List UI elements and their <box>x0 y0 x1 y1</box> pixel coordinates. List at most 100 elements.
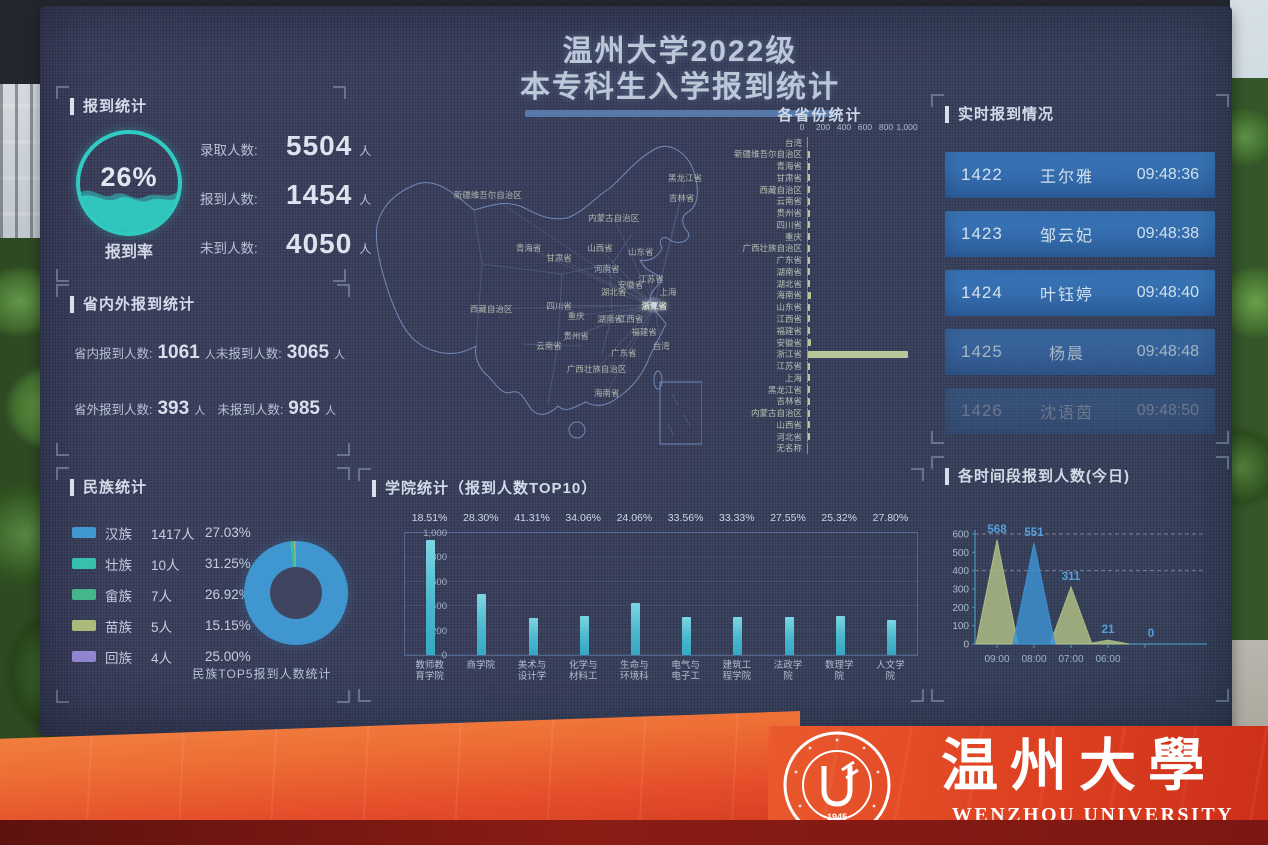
svg-text:09:00: 09:00 <box>984 654 1009 665</box>
province-row: 台湾 <box>702 137 930 148</box>
axis-tick: 400 <box>431 601 447 613</box>
college-label-line1: 商学院 <box>466 660 496 671</box>
realtime-row: 1424 叶钰婷 09:48:40 <box>945 270 1215 316</box>
college-percent: 34.06% <box>565 512 602 524</box>
student-name: 邹云妃 <box>1039 228 1094 245</box>
gauge-percent: 26% <box>100 162 158 192</box>
stat-unit: 人 <box>194 405 206 417</box>
stat-unit: 人 <box>359 242 372 256</box>
college-label: 电气与 电子工 <box>660 660 711 682</box>
stat-value: 393 <box>157 398 190 419</box>
axis-tick: 600 <box>431 576 447 588</box>
china-map: 新疆维吾尔自治区 黑龙江省 吉林省 内蒙古自治区 山西省 山东省 河南省 青海省 甘肃省 四川省重… <box>362 114 703 450</box>
college-percent: 25.32% <box>821 512 858 524</box>
axis-tick: 600 <box>857 122 873 132</box>
province-label: 甘肃省 <box>776 172 802 183</box>
province-bar-track <box>807 195 930 207</box>
college-label: 商学院 <box>455 660 506 682</box>
axis-tick: 0 <box>799 122 805 132</box>
axis-tick: 800 <box>878 122 894 132</box>
student-name: 沈语茵 <box>1039 405 1094 422</box>
svg-text:200: 200 <box>952 603 969 614</box>
province-bar-track <box>807 384 930 396</box>
stat-label: 报到人数: <box>200 192 258 207</box>
college-percent: 27.80% <box>872 512 909 524</box>
checkin-time: 09:48:50 <box>1136 402 1199 419</box>
province-label: 江苏省 <box>776 361 802 372</box>
province-bar-chart: 0 200 400 600 800 1,000 台湾 新疆维吾尔自治区 青海省 甘肃省 西藏自治区… <box>702 122 930 454</box>
svg-text:21: 21 <box>1102 624 1115 636</box>
ethnic-name: 畲族 <box>105 588 132 604</box>
time-chart: 600 500 400 300 200 100 0 568 09:00 551 08:00 311 07… <box>939 496 1221 697</box>
province-label: 云南省 <box>776 196 802 207</box>
panel-attendance-title: 报到统计 <box>70 98 147 115</box>
province-row: 贵州省 <box>702 207 930 219</box>
province-bar-track <box>807 160 930 172</box>
ethnic-legend-row: 壮族 10人 31.25% <box>72 548 251 579</box>
province-bar-track <box>807 313 930 325</box>
stat-value: 1061 <box>157 342 200 363</box>
panel-realtime: 实时报到情况 1422 王尔雅 09:48:36 1423 邹云妃 09:48:38 142… <box>931 94 1229 444</box>
svg-text:0: 0 <box>1148 628 1154 640</box>
province-label: 湖南省 <box>776 266 802 277</box>
college-label-line2: 设计学 <box>517 671 547 682</box>
province-bar <box>808 244 810 252</box>
attendance-gauge: 26% <box>76 130 182 236</box>
student-name: 王尔雅 <box>1039 169 1094 186</box>
attendance-stat-row: 报到人数: 1454 人 <box>200 179 371 211</box>
legend-swatch <box>72 558 96 569</box>
stat-unit: 人 <box>204 349 216 361</box>
stat-label: 录取人数: <box>200 143 258 158</box>
province-label: 台湾 <box>784 137 802 148</box>
in-out-stat: 省内报到人数: 1061 人 <box>74 342 216 364</box>
panel-time-chart: 各时间段报到人数(今日) 600 500 400 300 200 100 0 568 09:00… <box>931 456 1229 702</box>
province-row: 重庆 <box>702 231 930 243</box>
axis-tick: 800 <box>431 552 447 564</box>
province-bar <box>808 221 810 229</box>
realtime-row: 1423 邹云妃 09:48:38 <box>945 211 1215 257</box>
province-label: 福建省 <box>776 325 802 336</box>
logo-year: 1945 <box>827 812 847 822</box>
college-label-line2: 院 <box>834 671 844 682</box>
student-number: 1425 <box>961 342 1003 361</box>
college-bar <box>733 617 743 655</box>
college-label-line1: 美术与 <box>517 660 547 671</box>
student-number: 1426 <box>961 401 1003 420</box>
college-bar <box>579 616 589 655</box>
svg-text:551: 551 <box>1024 527 1044 539</box>
svg-text:311: 311 <box>1062 571 1081 583</box>
province-bar-track <box>807 325 930 337</box>
svg-text:0: 0 <box>963 640 969 651</box>
axis-tick: 1,000 <box>896 122 918 132</box>
province-bar <box>808 315 810 323</box>
province-bar-track <box>807 266 930 278</box>
province-axis: 0 200 400 600 800 1,000 <box>702 122 930 135</box>
ethnic-percent: 25.00% <box>205 649 251 664</box>
axis-tick: 1,000 <box>423 528 447 539</box>
in-out-stat: 未报到人数: 985 人 <box>217 398 336 420</box>
college-label-line1: 化学与 <box>568 660 598 671</box>
ethnic-count: 1417人 <box>151 526 195 542</box>
ethnic-donut-chart <box>244 541 348 645</box>
checkin-time: 09:48:40 <box>1136 284 1199 301</box>
legend-swatch <box>72 589 96 600</box>
province-bar-track <box>807 372 930 384</box>
college-percent: 28.30% <box>462 512 499 524</box>
college-x-labels: 教师教 育学院 商学院 美术与 设计学 化学与 材料工 生命与 环境科 电气与 电子工 建筑工 程学院法… <box>404 660 916 682</box>
province-rows: 台湾 新疆维吾尔自治区 青海省 甘肃省 西藏自治区 云南省 贵州省 四川省 重庆 广西壮族自治区广… <box>702 137 930 454</box>
province-label: 新疆维吾尔自治区 <box>733 149 802 160</box>
province-bar-track <box>807 360 930 372</box>
stat-label: 省外报到人数: <box>74 403 153 417</box>
province-bar <box>808 409 810 417</box>
province-bar <box>808 303 810 311</box>
province-row: 新疆维吾尔自治区 <box>702 148 930 160</box>
college-label-line1: 电气与 <box>671 660 700 671</box>
student-number: 1422 <box>961 165 1003 184</box>
college-label: 美术与 设计学 <box>506 660 557 682</box>
svg-text:07:00: 07:00 <box>1058 654 1083 665</box>
ethnic-donut-caption: 民族TOP5报到人数统计 <box>192 667 332 681</box>
province-bar <box>808 233 810 241</box>
panel-ethnic-title: 民族统计 <box>70 479 147 496</box>
stat-value: 985 <box>288 398 320 419</box>
province-bar-track <box>807 301 930 313</box>
